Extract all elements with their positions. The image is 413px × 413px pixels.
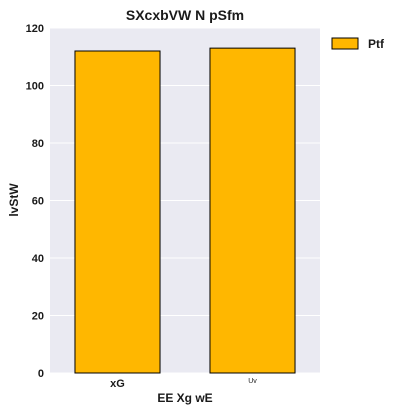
x-tick-label: xG bbox=[110, 378, 125, 390]
bars bbox=[74, 47, 296, 374]
y-axis-ticks: 0 20 40 60 80 100 120 bbox=[26, 23, 44, 380]
y-tick-label: 100 bbox=[26, 81, 44, 93]
y-tick-label: 0 bbox=[38, 368, 44, 380]
x-axis-label: EE Xg wE bbox=[157, 391, 212, 405]
x-tick-label: Uv bbox=[248, 378, 257, 385]
y-tick-label: 120 bbox=[26, 23, 44, 35]
legend: Ptf bbox=[331, 37, 385, 51]
x-axis-ticks: xG Uv bbox=[110, 378, 257, 390]
y-tick-label: 80 bbox=[32, 138, 44, 150]
bar bbox=[74, 50, 161, 374]
bar bbox=[209, 47, 296, 374]
y-axis-label: lvStW bbox=[7, 183, 21, 217]
legend-label: Ptf bbox=[368, 37, 385, 51]
y-tick-label: 40 bbox=[32, 253, 44, 265]
y-tick-label: 20 bbox=[32, 311, 44, 323]
chart-title: SXcxbVW N pSfm bbox=[126, 7, 244, 23]
legend-swatch bbox=[331, 37, 359, 50]
y-tick-label: 60 bbox=[32, 196, 44, 208]
